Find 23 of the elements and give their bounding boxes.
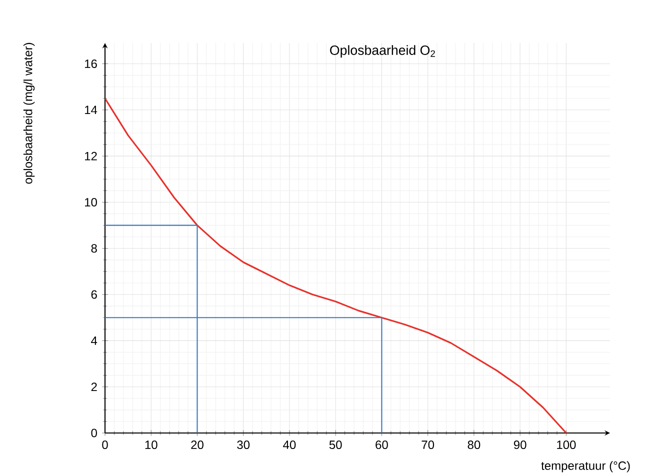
y-axis-title: oplosbaarheid (mg/l water) bbox=[23, 42, 35, 184]
y-tick-label: 16 bbox=[85, 60, 97, 68]
y-tick-label: 8 bbox=[91, 244, 97, 253]
x-tick-label: 70 bbox=[422, 440, 434, 450]
y-tick-label: 10 bbox=[85, 198, 97, 206]
y-tick-label: 6 bbox=[91, 290, 97, 299]
x-tick-label: 50 bbox=[329, 440, 342, 450]
chart-title: Oplosbaarheid O$_{2}$ bbox=[330, 45, 435, 58]
y-tick-label: 4 bbox=[91, 336, 98, 345]
y-tick-label: 2 bbox=[91, 382, 97, 392]
x-axis-title: temperatuur (°C) bbox=[541, 461, 630, 472]
x-tick-label: 30 bbox=[237, 440, 250, 450]
y-tick-label: 0 bbox=[91, 428, 97, 438]
x-tick-label: 0 bbox=[102, 440, 108, 450]
x-tick-label: 100 bbox=[557, 440, 576, 450]
x-tick-label: 40 bbox=[283, 440, 296, 450]
x-tick-label: 10 bbox=[145, 440, 158, 450]
x-tick-label: 20 bbox=[191, 440, 204, 450]
x-tick-label: 80 bbox=[468, 440, 480, 450]
x-tick-label: 60 bbox=[376, 440, 388, 450]
y-tick-label: 14 bbox=[85, 106, 98, 114]
y-tick-label: 12 bbox=[85, 152, 97, 160]
x-tick-label: 90 bbox=[514, 440, 526, 450]
